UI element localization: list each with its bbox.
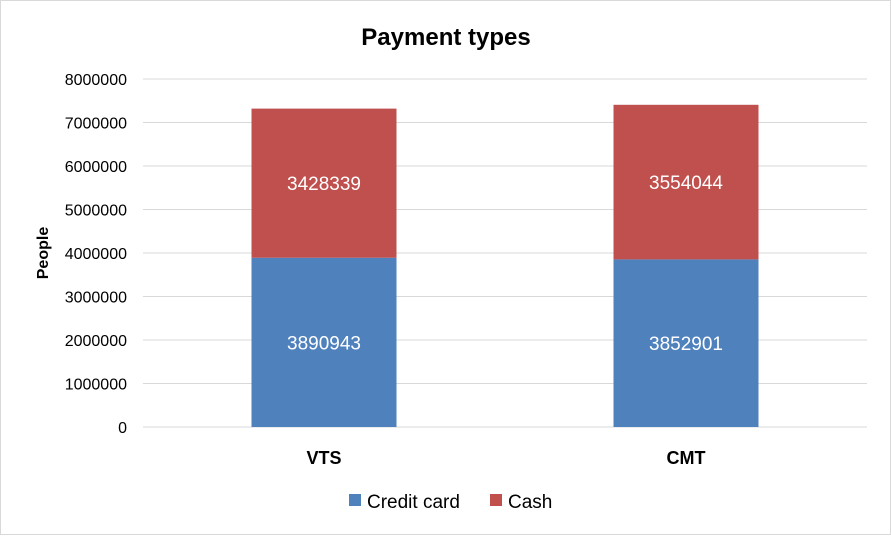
bar-credit-card-vts — [251, 257, 397, 427]
data-label: 3890943 — [287, 333, 361, 354]
data-labels: 3890943 3428339 3852901 3554044 — [287, 173, 723, 355]
y-tick-label: 0 — [118, 420, 127, 437]
legend-swatch — [349, 494, 361, 506]
bars — [251, 104, 759, 427]
bar-cash-cmt — [613, 104, 759, 260]
y-tick-label: 2000000 — [65, 333, 127, 350]
data-label: 3852901 — [649, 334, 723, 355]
bar-cash-vts — [251, 108, 397, 258]
y-axis-label: People — [35, 227, 52, 280]
y-tick-label: 4000000 — [65, 246, 127, 263]
legend-swatch — [490, 494, 502, 506]
legend: Credit card Cash — [349, 492, 552, 513]
legend-label: Credit card — [367, 492, 460, 513]
data-label: 3428339 — [287, 174, 361, 195]
category-label-cmt: CMT — [667, 448, 706, 468]
y-tick-label: 3000000 — [65, 290, 127, 307]
chart-title: Payment types — [361, 24, 530, 51]
y-axis-ticks: 0 1000000 2000000 3000000 4000000 5000000 6000… — [65, 72, 127, 437]
bar-credit-card-cmt — [613, 259, 759, 427]
data-label: 3554044 — [649, 173, 723, 194]
legend-label: Cash — [508, 492, 552, 513]
y-tick-label: 1000000 — [65, 377, 127, 394]
x-axis-categories: VTS CMT — [306, 448, 705, 468]
category-label-vts: VTS — [306, 448, 341, 468]
y-tick-label: 6000000 — [65, 159, 127, 176]
y-tick-label: 8000000 — [65, 72, 127, 89]
y-tick-label: 7000000 — [65, 116, 127, 133]
y-tick-label: 5000000 — [65, 203, 127, 220]
